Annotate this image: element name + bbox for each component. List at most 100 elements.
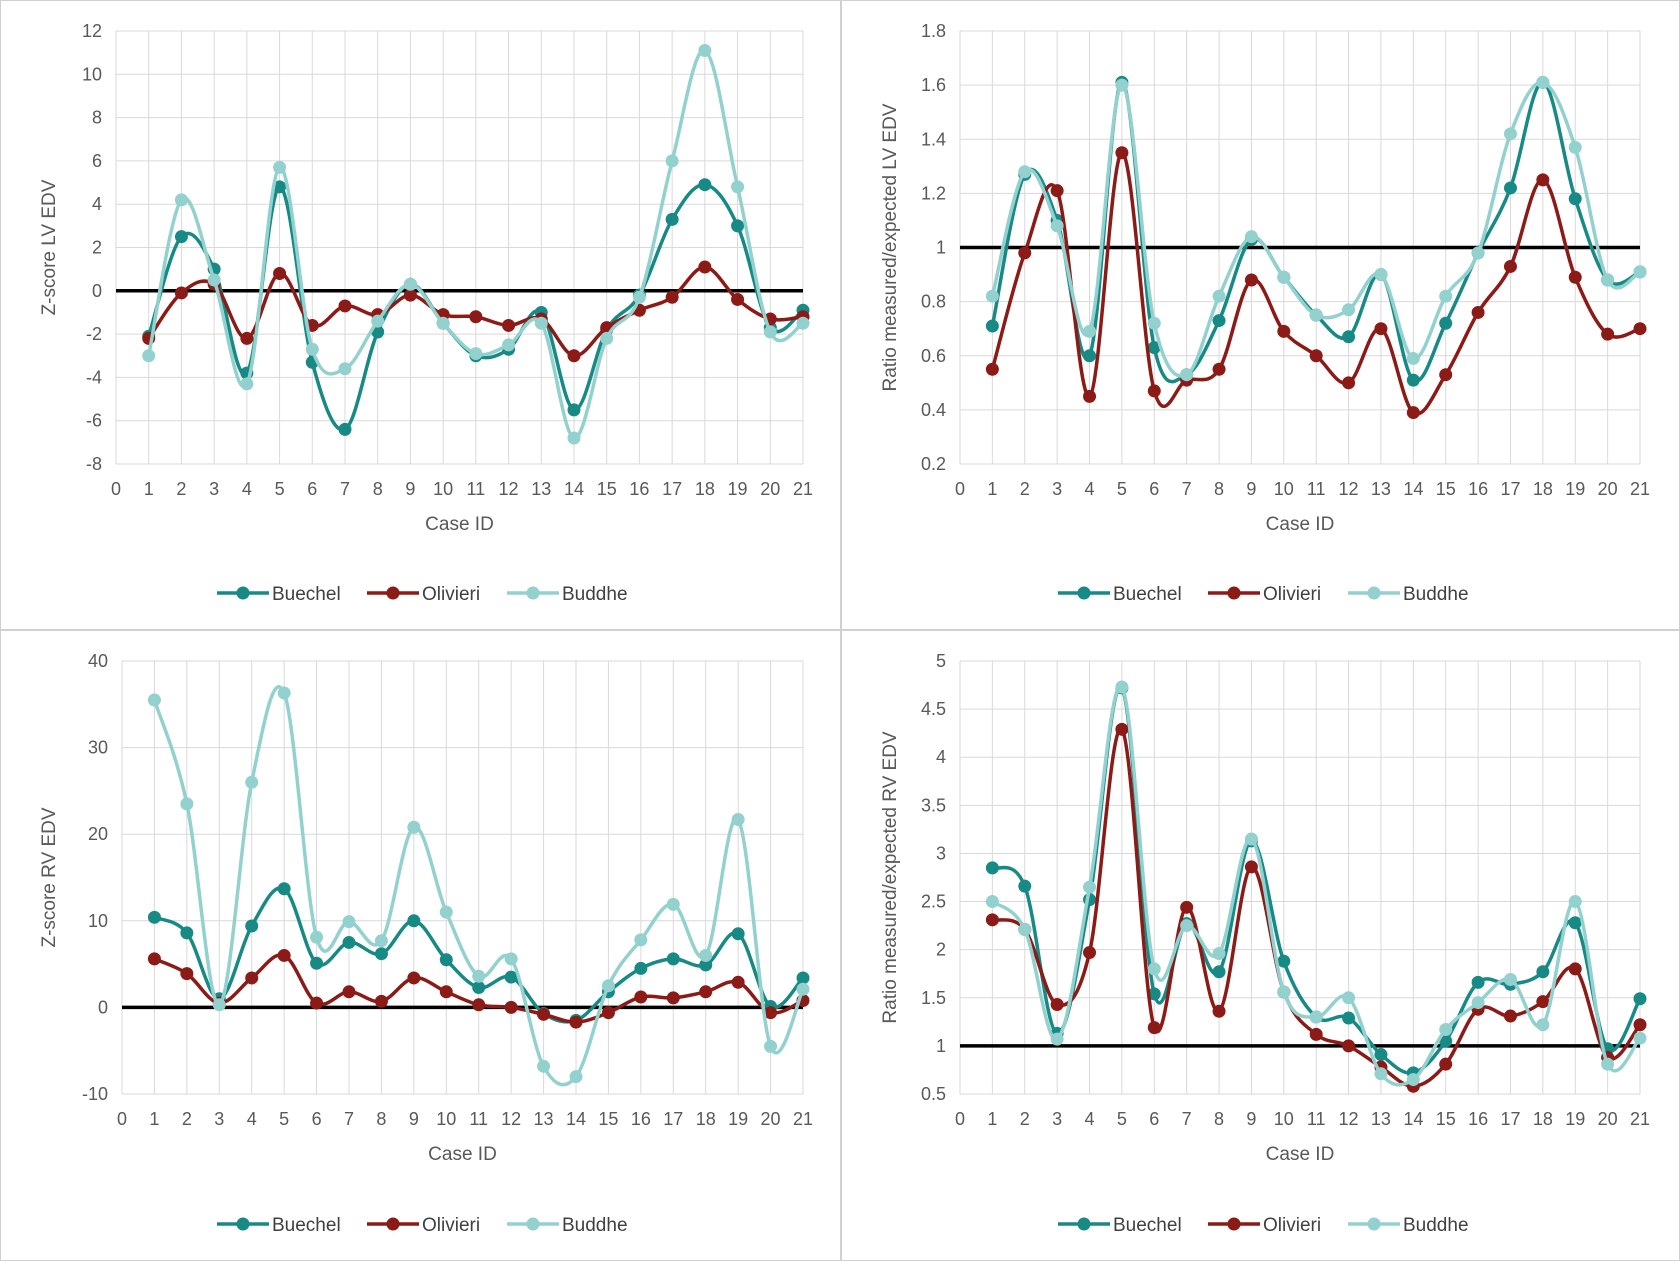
legend-label: Buechel [272, 584, 341, 605]
data-point [1083, 946, 1097, 960]
data-point [796, 316, 810, 330]
x-tick-label: 5 [1117, 1109, 1127, 1129]
x-tick-label: 10 [433, 479, 453, 499]
data-point [180, 967, 194, 981]
data-point [634, 961, 648, 975]
data-point [310, 996, 324, 1010]
y-tick-label: 1 [936, 1036, 946, 1056]
data-point [1212, 947, 1226, 961]
y-tick-label: 6 [92, 151, 102, 171]
data-point [273, 180, 287, 194]
data-point [764, 1006, 778, 1020]
data-point [634, 990, 648, 1004]
data-point [1309, 308, 1323, 322]
data-point [1147, 316, 1161, 330]
data-point [985, 895, 999, 909]
x-tick-label: 14 [566, 1109, 586, 1129]
x-tick-label: 9 [405, 479, 415, 499]
x-tick-label: 14 [1403, 479, 1423, 499]
y-tick-label: 2 [92, 238, 102, 258]
data-point [601, 979, 615, 993]
y-tick-label: 4 [936, 747, 946, 767]
legend-label: Buechel [1113, 584, 1182, 605]
data-point [1471, 246, 1485, 260]
data-point [698, 43, 712, 57]
y-tick-label: 2.5 [921, 892, 946, 912]
data-point [1439, 1023, 1453, 1037]
legend-marker [526, 1217, 540, 1231]
data-point [1503, 1009, 1517, 1023]
x-tick-label: 10 [436, 1109, 456, 1129]
data-point [601, 1006, 615, 1020]
data-point [1309, 1027, 1323, 1041]
x-tick-label: 4 [1085, 479, 1095, 499]
data-point [1568, 895, 1582, 909]
x-tick-label: 12 [1339, 479, 1359, 499]
x-tick-label: 13 [534, 1109, 554, 1129]
legend-marker [386, 1217, 400, 1231]
data-point [1503, 972, 1517, 986]
data-point [1115, 78, 1129, 92]
data-point [537, 1059, 551, 1073]
legend-label: Olivieri [1263, 584, 1321, 605]
data-point [407, 971, 421, 985]
data-point [731, 812, 745, 826]
data-point [699, 985, 713, 999]
data-point [245, 919, 259, 933]
series-buddhe [142, 43, 810, 445]
data-point [985, 362, 999, 376]
data-point [502, 318, 516, 332]
data-point [342, 985, 356, 999]
data-point [666, 952, 680, 966]
data-point [731, 180, 745, 194]
data-point [207, 273, 221, 287]
legend-marker [1077, 1217, 1091, 1231]
y-tick-label: 1 [936, 238, 946, 258]
data-point [147, 693, 161, 707]
x-tick-label: 21 [793, 1109, 813, 1129]
data-point [1601, 273, 1615, 287]
data-point [1212, 314, 1226, 328]
x-tick-label: 13 [531, 479, 551, 499]
data-point [1277, 985, 1291, 999]
legend-item-buechel: Buechel [1058, 584, 1182, 605]
x-tick-label: 17 [1500, 1109, 1520, 1129]
x-tick-label: 20 [1598, 479, 1618, 499]
y-tick-label: 0.6 [921, 346, 946, 366]
chart-svg: 0.511.522.533.544.550 1 2 3 4 5 6 7 8 9 10 11 12 13 14… [880, 651, 1650, 1236]
x-tick-label: 3 [209, 479, 219, 499]
data-point [403, 288, 417, 302]
data-point [180, 797, 194, 811]
x-tick-label: 11 [1307, 479, 1326, 499]
x-tick-label: 7 [1182, 1109, 1192, 1129]
data-point [1374, 1048, 1388, 1062]
data-point [1471, 305, 1485, 319]
data-point [1212, 1004, 1226, 1018]
data-point [277, 882, 291, 896]
data-point [1374, 322, 1388, 336]
data-point [1439, 1057, 1453, 1071]
data-point [240, 331, 254, 345]
legend-item-buddhe: Buddhe [507, 1215, 628, 1236]
legend-item-olivieri: Olivieri [1208, 584, 1321, 605]
data-point [1050, 1032, 1064, 1046]
series-buddhe [985, 75, 1647, 382]
data-point [764, 1039, 778, 1053]
legend-label: Buddhe [1403, 584, 1469, 605]
data-point [666, 991, 680, 1005]
data-point [472, 969, 486, 983]
x-tick-label: 7 [340, 479, 350, 499]
data-point [1633, 992, 1647, 1006]
data-point [1115, 722, 1129, 736]
x-tick-label: 20 [761, 1109, 781, 1129]
x-tick-label: 1 [987, 1109, 997, 1129]
x-tick-label: 9 [1246, 479, 1256, 499]
x-tick-label: 8 [373, 479, 383, 499]
data-point [1568, 192, 1582, 206]
data-point [731, 292, 745, 306]
x-tick-label: 19 [728, 1109, 748, 1129]
data-point [277, 948, 291, 962]
y-tick-label: 1.4 [921, 129, 946, 149]
y-axis-title: Z-score LV EDV [39, 179, 60, 315]
data-point [1309, 349, 1323, 363]
